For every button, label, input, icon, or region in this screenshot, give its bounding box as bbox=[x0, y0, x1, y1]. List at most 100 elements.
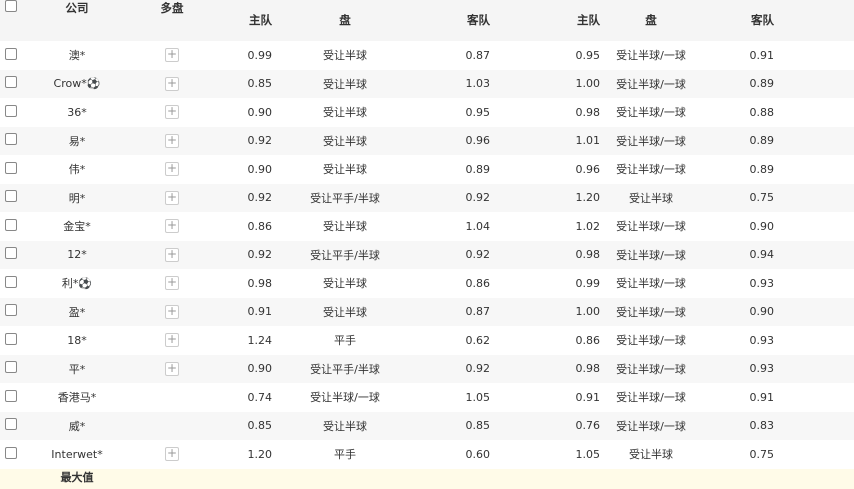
multi-cell: + bbox=[130, 326, 214, 355]
away-odds-2: 0.91 bbox=[749, 390, 775, 404]
home-odds-1: 0.90 bbox=[247, 162, 273, 176]
row-checkbox[interactable] bbox=[0, 440, 24, 469]
company-name[interactable]: 36* bbox=[67, 105, 87, 119]
multi-cell: + bbox=[130, 126, 214, 155]
col-line1: 盘 bbox=[280, 0, 410, 41]
multi-cell: + bbox=[130, 297, 214, 326]
away-odds-1: 1.04 bbox=[465, 219, 491, 233]
plus-icon[interactable]: + bbox=[165, 75, 179, 91]
home-odds-1: 0.92 bbox=[214, 240, 280, 269]
multi-cell: + bbox=[130, 212, 214, 241]
select-all-checkbox[interactable] bbox=[0, 0, 24, 41]
plus-icon[interactable]: + bbox=[165, 275, 179, 291]
away-odds-1: 0.86 bbox=[465, 276, 491, 290]
plus-icon[interactable]: + bbox=[165, 303, 179, 319]
home-odds-2: 0.95 bbox=[575, 48, 601, 62]
home-odds-2: 0.86 bbox=[575, 333, 601, 347]
row-checkbox[interactable] bbox=[0, 155, 24, 184]
handicap-1: 受让半球 bbox=[323, 49, 367, 63]
home-odds-1: 0.92 bbox=[214, 126, 280, 155]
row-checkbox[interactable] bbox=[0, 383, 24, 412]
col-company: 公司 bbox=[24, 0, 130, 41]
multi-cell bbox=[130, 383, 214, 412]
away-odds-1: 0.62 bbox=[465, 333, 491, 347]
row-checkbox[interactable] bbox=[0, 126, 24, 155]
company-name[interactable]: 伟* bbox=[68, 163, 86, 177]
row-checkbox[interactable] bbox=[0, 41, 24, 70]
multi-cell: + bbox=[130, 98, 214, 127]
multi-cell: + bbox=[130, 155, 214, 184]
plus-icon[interactable]: + bbox=[165, 246, 179, 262]
away-odds-1: 1.05 bbox=[465, 390, 491, 404]
plus-icon[interactable]: + bbox=[165, 446, 179, 462]
away-odds-1: 1.03 bbox=[410, 69, 498, 98]
company-name[interactable]: Crow*⚽ bbox=[24, 69, 130, 98]
company-name[interactable]: 澳* bbox=[68, 49, 86, 63]
plus-icon[interactable]: + bbox=[165, 47, 179, 63]
company-name[interactable]: Interwet* bbox=[51, 447, 103, 461]
row-checkbox[interactable] bbox=[0, 297, 24, 326]
table-row: Crow*⚽ + 0.85 受让半球 1.03 1.00 受让半球/一球 0.8… bbox=[0, 69, 854, 98]
handicap-1: 受让半球 bbox=[280, 126, 410, 155]
company-name[interactable]: 12* bbox=[24, 240, 130, 269]
col-multi: 多盘 bbox=[130, 0, 214, 41]
home-odds-1: 1.20 bbox=[247, 447, 273, 461]
company-name[interactable]: 明* bbox=[24, 183, 130, 212]
multi-cell: + bbox=[130, 41, 214, 70]
col-away1: 客队 bbox=[410, 0, 498, 41]
multi-cell bbox=[130, 411, 214, 440]
table-row: 伟* + 0.90 受让半球 0.89 0.96 受让半球/一球 0.89 bbox=[0, 155, 854, 184]
handicap-2: 受让半球/一球 bbox=[616, 220, 686, 234]
row-checkbox[interactable] bbox=[0, 326, 24, 355]
table-row: 威* 0.85 受让半球 0.85 0.76 受让半球/一球 0.83 bbox=[0, 411, 854, 440]
plus-icon[interactable]: + bbox=[165, 218, 179, 234]
home-odds-1: 0.90 bbox=[214, 354, 280, 383]
company-name[interactable]: 盈* bbox=[24, 297, 130, 326]
away-odds-1: 0.92 bbox=[410, 354, 498, 383]
handicap-2: 受让半球/一球 bbox=[616, 49, 686, 63]
handicap-1: 平手 bbox=[334, 334, 356, 348]
away-odds-2: 0.89 bbox=[749, 162, 775, 176]
row-checkbox[interactable] bbox=[0, 411, 24, 440]
home-odds-2: 0.76 bbox=[498, 411, 608, 440]
row-checkbox[interactable] bbox=[0, 183, 24, 212]
company-name[interactable]: 平* bbox=[24, 354, 130, 383]
handicap-2: 受让半球/一球 bbox=[616, 106, 686, 120]
handicap-1: 受让半球 bbox=[280, 411, 410, 440]
handicap-1: 受让平手/半球 bbox=[280, 240, 410, 269]
plus-icon[interactable]: + bbox=[165, 332, 179, 348]
row-checkbox[interactable] bbox=[0, 69, 24, 98]
row-checkbox[interactable] bbox=[0, 269, 24, 298]
col-home1: 主队 bbox=[214, 0, 280, 41]
plus-icon[interactable]: + bbox=[165, 132, 179, 148]
home-odds-2: 1.02 bbox=[575, 219, 601, 233]
company-name[interactable]: 利*⚽ bbox=[61, 277, 93, 291]
col-away2: 客队 bbox=[694, 0, 782, 41]
table-row: 盈* + 0.91 受让半球 0.87 1.00 受让半球/一球 0.90 bbox=[0, 297, 854, 326]
home-odds-2: 1.00 bbox=[498, 69, 608, 98]
row-checkbox[interactable] bbox=[0, 98, 24, 127]
handicap-1: 受让半球 bbox=[280, 297, 410, 326]
handicap-2: 受让半球/一球 bbox=[616, 334, 686, 348]
row-checkbox[interactable] bbox=[0, 354, 24, 383]
row-checkbox[interactable] bbox=[0, 240, 24, 269]
table-row: 明* + 0.92 受让平手/半球 0.92 1.20 受让半球 0.75 bbox=[0, 183, 854, 212]
company-name[interactable]: 易* bbox=[24, 126, 130, 155]
away-odds-2: 0.75 bbox=[749, 447, 775, 461]
plus-icon[interactable]: + bbox=[165, 189, 179, 205]
away-odds-2: 0.75 bbox=[694, 183, 782, 212]
handicap-2: 受让半球 bbox=[629, 448, 673, 462]
home-odds-1: 0.99 bbox=[247, 48, 273, 62]
row-checkbox[interactable] bbox=[0, 212, 24, 241]
company-name[interactable]: 香港马* bbox=[57, 391, 97, 405]
plus-icon[interactable]: + bbox=[165, 104, 179, 120]
company-name[interactable]: 金宝* bbox=[63, 220, 91, 234]
company-name[interactable]: 18* bbox=[67, 333, 87, 347]
plus-icon[interactable]: + bbox=[165, 360, 179, 376]
col-home2: 主队 bbox=[498, 0, 608, 41]
away-odds-1: 0.96 bbox=[410, 126, 498, 155]
company-name[interactable]: 威* bbox=[24, 411, 130, 440]
table-row: 易* + 0.92 受让半球 0.96 1.01 受让半球/一球 0.89 bbox=[0, 126, 854, 155]
plus-icon[interactable]: + bbox=[165, 161, 179, 177]
